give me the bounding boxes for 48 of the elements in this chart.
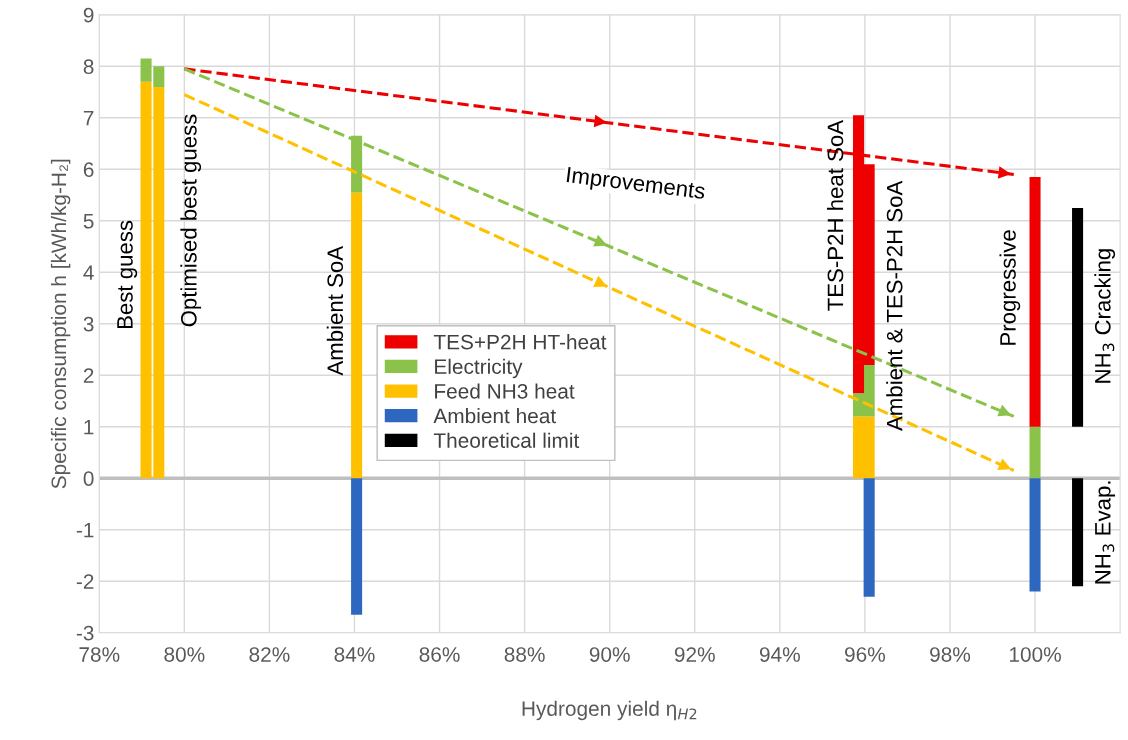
y-tick-label: 3 [83,316,94,332]
x-tick-label: 96% [845,647,885,662]
x-tick-label: 86% [419,647,460,662]
y-axis-title: Specific consumption h [kWh/kg-H₂] [50,159,71,489]
annotation: Progressive [999,230,1021,345]
legend-label: Ambient heat [433,408,556,424]
y-tick-label: -1 [76,522,94,538]
legend-label: Theoretical limit [433,432,580,448]
legend-label: TES+P2H HT-heat [433,334,607,350]
annotation: Ambient SoA [326,245,344,376]
x-tick-label: 82% [249,647,290,662]
x-tick-label: 90% [589,647,630,662]
x-tick-label: 84% [334,647,375,662]
y-tick-label: 8 [83,59,94,75]
bar [351,135,363,193]
x-tick-label: 98% [930,647,971,662]
bar [351,478,363,615]
bar [351,192,363,479]
annotation: NH$_{3}$ Evap. [1095,481,1116,584]
y-tick-label: 2 [83,368,94,383]
x-tick-label: 92% [674,647,715,662]
annotation: Ambient & TES-P2H SoA [886,180,903,431]
x-tick-label: 100% [1009,647,1061,662]
annotation: NH$_{3}$ Cracking [1094,249,1116,383]
annotation: TES-P2H heat SoA [826,119,844,311]
y-tick-label: 4 [83,265,94,280]
legend-label: Feed NH3 heat [435,383,575,399]
y-tick-label: -3 [76,625,94,641]
y-tick-label: 9 [83,7,94,23]
y-tick-label: 5 [83,213,94,229]
legend-label: Electricity [435,358,523,379]
annotation: Optimised best guess [180,114,202,327]
bar [1029,478,1041,592]
x-axis-title: Hydrogen yield η$_{H2}$ [522,700,697,721]
x-tick-label: 88% [504,647,545,662]
annotation: Improvements [566,166,706,204]
y-tick-label: 7 [83,111,94,126]
annotation: Best guess [117,220,138,329]
bar [1029,177,1041,427]
x-tick-label: 78% [79,647,120,662]
x-tick-label: 80% [164,647,205,662]
bar [863,478,875,597]
bar [1029,426,1041,479]
y-tick-label: 1 [84,419,94,435]
y-tick-label: 6 [83,162,94,178]
y-tick-label: -2 [76,574,94,589]
y-tick-label: 0 [83,471,94,486]
x-tick-label: 94% [759,647,800,662]
